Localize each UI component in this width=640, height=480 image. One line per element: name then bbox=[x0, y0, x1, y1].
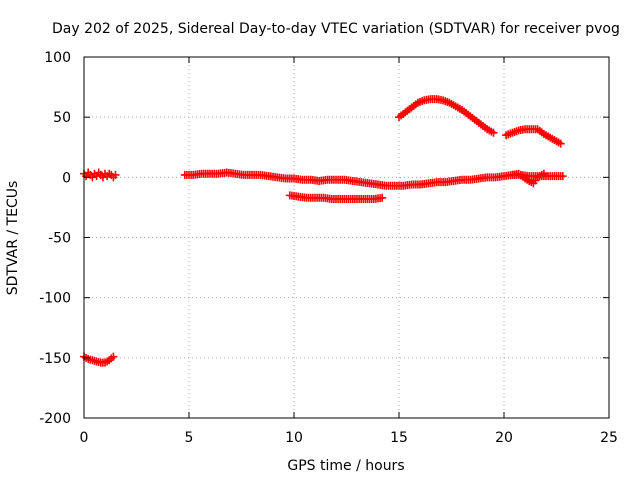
y-tick-label: 100 bbox=[44, 50, 71, 66]
y-tick-label: -100 bbox=[39, 291, 71, 307]
x-tick-label: 15 bbox=[390, 430, 408, 446]
series-seg-negative-15 bbox=[285, 191, 387, 203]
chart-title: Day 202 of 2025, Sidereal Day-to-day VTE… bbox=[52, 21, 620, 37]
x-tick-label: 5 bbox=[185, 430, 194, 446]
y-tick-label: -50 bbox=[48, 231, 71, 247]
x-tick-label: 0 bbox=[80, 430, 89, 446]
data-point bbox=[556, 139, 565, 148]
y-tick-label: -200 bbox=[39, 411, 71, 427]
data-point bbox=[489, 128, 498, 137]
y-tick-label: 50 bbox=[53, 110, 71, 126]
series-seg-arc-high bbox=[395, 95, 498, 137]
data-point bbox=[111, 170, 120, 179]
data-point bbox=[539, 169, 548, 178]
x-tick-label: 20 bbox=[495, 430, 513, 446]
y-axis-label: SDTVAR / TECUs bbox=[5, 181, 21, 296]
data-point bbox=[378, 193, 387, 202]
axis-ticks: -200 -150 -100 -50 0 50 100 0 5 10 15 20 25 bbox=[39, 50, 618, 446]
y-tick-label: -150 bbox=[39, 351, 71, 367]
x-tick-label: 25 bbox=[600, 430, 618, 446]
series-seg-high-40 bbox=[502, 125, 565, 148]
data-points bbox=[80, 95, 567, 367]
data-point bbox=[558, 172, 567, 181]
series-seg-dip-21 bbox=[508, 169, 548, 188]
series-seg-main-trend bbox=[180, 168, 567, 190]
x-tick-label: 10 bbox=[285, 430, 303, 446]
data-point bbox=[109, 352, 118, 361]
y-tick-label: 0 bbox=[62, 170, 71, 186]
x-axis-label: GPS time / hours bbox=[287, 458, 404, 474]
